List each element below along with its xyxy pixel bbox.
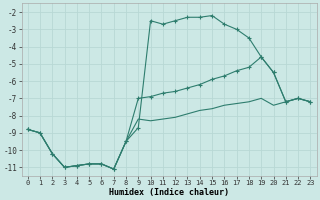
X-axis label: Humidex (Indice chaleur): Humidex (Indice chaleur): [109, 188, 229, 197]
